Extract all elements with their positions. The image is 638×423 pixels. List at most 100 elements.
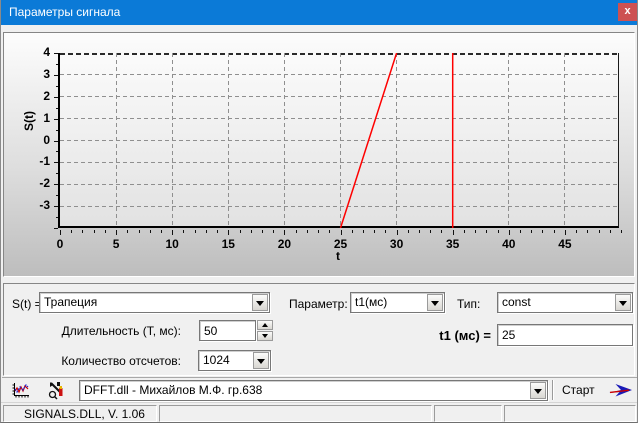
x-axis-tick bbox=[228, 230, 230, 235]
y-axis-tick bbox=[54, 118, 58, 120]
x-axis-tick bbox=[127, 230, 129, 233]
x-axis-tick bbox=[116, 230, 118, 235]
chevron-down-icon[interactable] bbox=[252, 294, 268, 311]
spinner-down-icon[interactable] bbox=[257, 331, 273, 341]
x-axis-tick bbox=[329, 230, 331, 233]
gridline bbox=[60, 96, 618, 98]
title-bar[interactable]: Параметры сигнала x bbox=[1, 0, 637, 25]
gridline bbox=[564, 53, 566, 226]
close-icon: x bbox=[624, 5, 631, 17]
x-tick-label: 10 bbox=[165, 237, 179, 251]
plot-area bbox=[58, 53, 619, 228]
chevron-down-icon[interactable] bbox=[530, 382, 546, 399]
y-axis-tick bbox=[56, 63, 58, 65]
x-tick-label: 15 bbox=[221, 237, 235, 251]
x-axis-tick bbox=[160, 230, 162, 233]
samples-label: Количество отсчетов: bbox=[61, 354, 181, 368]
dll-combobox[interactable]: DFFT.dll - Михайлов М.Ф. гр.638 bbox=[79, 380, 548, 401]
form-panel: S(t) = Трапеция Длительность (Т, мс): Ко… bbox=[3, 283, 635, 376]
param-label: Параметр: bbox=[289, 297, 348, 311]
x-tick-label: 45 bbox=[558, 237, 572, 251]
x-axis-tick bbox=[295, 230, 297, 233]
tools-icon bbox=[48, 382, 63, 400]
x-axis-tick bbox=[576, 230, 578, 233]
y-tick-label: 3 bbox=[43, 66, 50, 81]
x-axis-tick bbox=[497, 230, 499, 233]
y-tick-label: 4 bbox=[43, 45, 50, 59]
y-axis-tick bbox=[56, 195, 58, 197]
gridline bbox=[508, 53, 510, 226]
gridline bbox=[60, 118, 618, 120]
y-axis-tick bbox=[54, 228, 58, 229]
gridline bbox=[60, 161, 618, 163]
x-axis-tick bbox=[217, 230, 219, 233]
x-tick-label: 30 bbox=[389, 237, 404, 251]
x-axis-tick bbox=[93, 230, 95, 233]
chart-tool-button[interactable] bbox=[9, 380, 33, 401]
chevron-down-icon[interactable] bbox=[427, 294, 443, 311]
x-axis-tick bbox=[104, 230, 106, 233]
settings-tool-button[interactable] bbox=[45, 380, 69, 401]
x-axis-tick bbox=[138, 230, 140, 233]
x-axis-tick bbox=[273, 230, 275, 233]
signal-type-combobox[interactable]: Трапеция bbox=[39, 292, 270, 313]
spinner-up-icon[interactable] bbox=[257, 320, 273, 330]
type-combobox[interactable]: const bbox=[497, 292, 633, 313]
start-label: Старт bbox=[562, 383, 595, 397]
x-axis-tick bbox=[71, 230, 73, 233]
x-tick-label: 0 bbox=[56, 237, 64, 251]
samples-combobox[interactable]: 1024 bbox=[198, 350, 271, 371]
x-axis-tick bbox=[430, 230, 432, 233]
y-axis-tick bbox=[56, 107, 58, 109]
x-axis-tick bbox=[340, 230, 342, 235]
t1-label: t1 (мс) = bbox=[439, 328, 491, 343]
duration-input[interactable] bbox=[199, 320, 256, 341]
toolbar: DFFT.dll - Михайлов М.Ф. гр.638 Старт bbox=[2, 377, 637, 402]
gridline-top bbox=[60, 53, 618, 55]
gridline bbox=[60, 205, 618, 207]
x-axis-tick bbox=[194, 230, 196, 233]
gridline bbox=[115, 53, 117, 226]
y-axis-tick bbox=[54, 53, 58, 54]
x-axis-tick bbox=[609, 230, 611, 233]
y-tick-label: -3 bbox=[39, 198, 50, 213]
x-axis-tick bbox=[318, 230, 320, 233]
gridline bbox=[283, 53, 285, 226]
chevron-down-icon[interactable] bbox=[253, 352, 269, 369]
x-axis-title: t bbox=[336, 249, 340, 263]
x-tick-label: 35 bbox=[446, 237, 460, 251]
x-axis-tick bbox=[520, 230, 522, 233]
x-axis-tick bbox=[261, 230, 263, 233]
x-axis-tick bbox=[284, 230, 286, 235]
y-axis-tick bbox=[56, 129, 58, 131]
gridline bbox=[171, 53, 173, 226]
x-axis-tick bbox=[441, 230, 443, 233]
gridline bbox=[60, 183, 618, 185]
x-tick-label: 40 bbox=[502, 237, 516, 251]
window-title: Параметры сигнала bbox=[9, 5, 121, 19]
signal-trace bbox=[339, 53, 454, 228]
y-tick-label: 0 bbox=[43, 132, 50, 147]
chevron-down-icon[interactable] bbox=[615, 294, 631, 311]
x-tick-label: 25 bbox=[333, 237, 348, 251]
x-axis-tick bbox=[407, 230, 409, 233]
y-axis-tick bbox=[54, 96, 58, 98]
y-axis-tick bbox=[56, 173, 58, 175]
gridline bbox=[227, 53, 229, 226]
y-axis-tick bbox=[56, 85, 58, 87]
x-axis-tick bbox=[486, 230, 488, 233]
x-axis-tick bbox=[564, 230, 566, 235]
type-label: Тип: bbox=[457, 297, 481, 311]
y-tick-label: -2 bbox=[39, 176, 50, 191]
gridline bbox=[396, 53, 398, 226]
close-button[interactable]: x bbox=[618, 3, 637, 21]
x-tick-label: 20 bbox=[277, 237, 292, 251]
gridline bbox=[60, 74, 618, 76]
param-combobox[interactable]: t1(мс) bbox=[350, 292, 445, 313]
x-tick-label: 5 bbox=[112, 237, 120, 251]
y-tick-label: -1 bbox=[39, 154, 50, 169]
start-button[interactable]: Старт bbox=[558, 379, 636, 401]
status-segment bbox=[159, 405, 432, 422]
t1-input[interactable] bbox=[497, 324, 633, 346]
